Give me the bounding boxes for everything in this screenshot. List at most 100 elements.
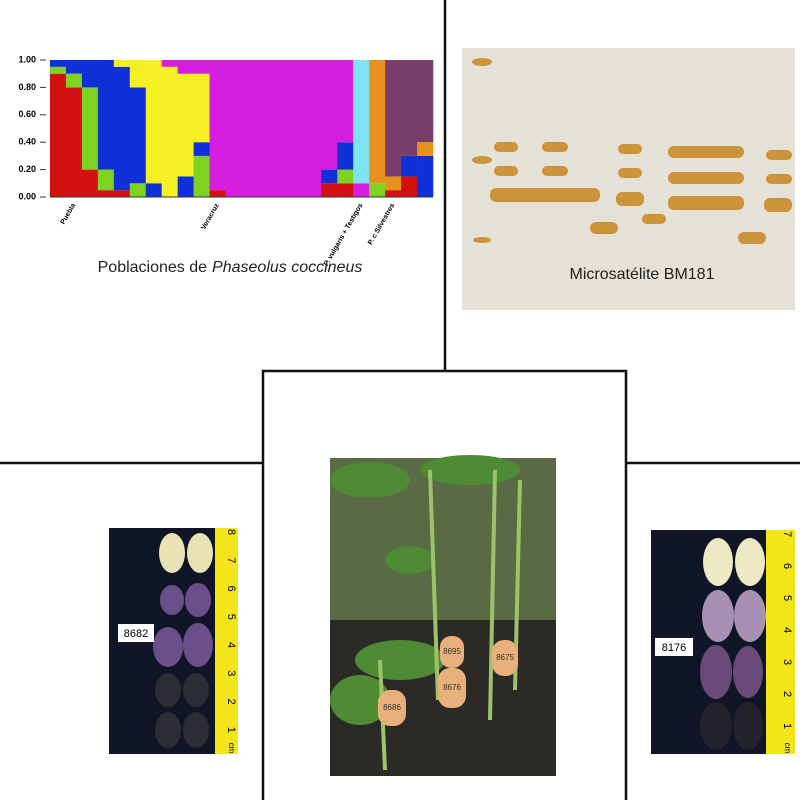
bar-segment [161,60,178,67]
y-tick-label: 1.00 [18,54,36,64]
ruler-number: 3 [781,659,793,665]
bar-segment [50,60,67,67]
bar-segment [81,87,99,170]
bar-segment [385,190,402,197]
bar-segment [129,183,147,197]
ruler-number: 6 [225,585,237,591]
bar-segment [193,142,210,156]
bar-segment [337,142,354,170]
bar-segment [50,66,67,74]
ruler-number: 3 [225,670,237,676]
right-photo: 8176 1 2 3 4 5 6 7 cm [651,530,795,754]
left-photo: 8682 1 2 3 4 5 6 7 8 cm [109,528,238,754]
ruler-number: 7 [225,557,237,563]
ruler-number: 4 [781,627,793,633]
plant-tag: 8675 [496,653,514,662]
ruler-number: 2 [225,698,237,704]
bar-segment [401,60,418,156]
y-tick-label: 0.00 [18,191,36,201]
bar-segment [401,155,418,177]
bar-segment [209,190,226,197]
bar-segment [337,183,354,197]
bar-segment [193,155,210,197]
ruler-number: 7 [781,531,793,537]
bar-segment [97,60,115,170]
bar-segment [145,60,163,184]
ruler-unit: cm [227,743,236,754]
center-photo: 8676 8675 8695 8686 [330,455,556,776]
ruler-number: 4 [225,642,237,648]
bar-segment [65,73,83,88]
bar-segment [113,190,131,197]
bar-segment [385,176,402,191]
bar-segment [257,60,274,197]
plant-tag: 8686 [383,703,401,712]
gel-image: Microsatélite BM181 [462,48,795,310]
bar-segment [225,60,242,197]
y-tick-label: 0.60 [18,109,36,119]
bar-segment [353,183,370,197]
bar-segment [97,169,115,191]
accession-label: 8682 [124,628,148,640]
bar-segment [177,60,194,74]
bar-segment [65,87,83,197]
plant-tag: 8695 [443,647,461,656]
bar-segment [369,60,386,184]
y-tick-label: 0.80 [18,82,36,92]
y-tick-label: 0.20 [18,164,36,174]
bar-segment [241,60,258,197]
x-axis-label: Poblaciones de Phaseolus coccineus [98,259,363,276]
bar-segment [321,169,338,184]
bar-segment [417,142,434,156]
bar-segment [337,60,354,143]
x-tick-label: Puebla [60,202,78,225]
accession-label: 8176 [662,642,686,654]
bar-segment [129,60,147,88]
bar-segment [81,60,99,88]
bar-segment [161,66,178,197]
label-prefix: Poblaciones de [98,259,208,276]
plant-tag: 8676 [443,683,461,692]
gel-label: Microsatélite BM181 [570,266,715,283]
structure-plot: 0.00 0.20 0.40 0.60 0.80 1.00 Puebla Veracruz P.… [18,54,434,267]
x-tick-label: P. c Silvestres [367,202,396,246]
bar-segment [273,60,290,197]
bar-segment [209,60,226,191]
ruler-number: 8 [225,529,237,535]
bar-segment [81,169,99,197]
bar-segment [113,60,131,67]
bar-segment [321,183,338,197]
bar-segment [193,73,210,143]
ruler-number: 5 [225,614,237,620]
bar-segment [129,87,147,184]
x-tick-label: Veracruz [200,202,221,231]
bar-segment [289,60,306,197]
bar-segment [177,176,194,197]
bar-segment [369,183,386,197]
ruler-number: 6 [781,563,793,569]
bar-segment [337,169,354,184]
bar-segment [417,60,434,143]
bar-segment [177,73,194,177]
ruler-number: 1 [225,727,237,733]
bar-segment [321,60,338,170]
bar-segment [305,60,322,197]
bar-segment [97,190,115,197]
bar-segment [417,155,434,197]
bar-segment [385,60,402,177]
bar-segment [113,66,131,191]
bar-segment [353,60,370,184]
x-tick-label: P. vulgaris + Testigos [323,202,364,267]
bar-segment [401,176,418,197]
y-tick-label: 0.40 [18,137,36,147]
ruler-number: 5 [781,595,793,601]
bar-segment [65,60,83,74]
bar-segment [193,60,210,74]
ruler-unit: cm [783,743,792,754]
bar-segment [50,73,67,197]
ruler-number: 1 [781,723,793,729]
ruler-number: 2 [781,691,793,697]
